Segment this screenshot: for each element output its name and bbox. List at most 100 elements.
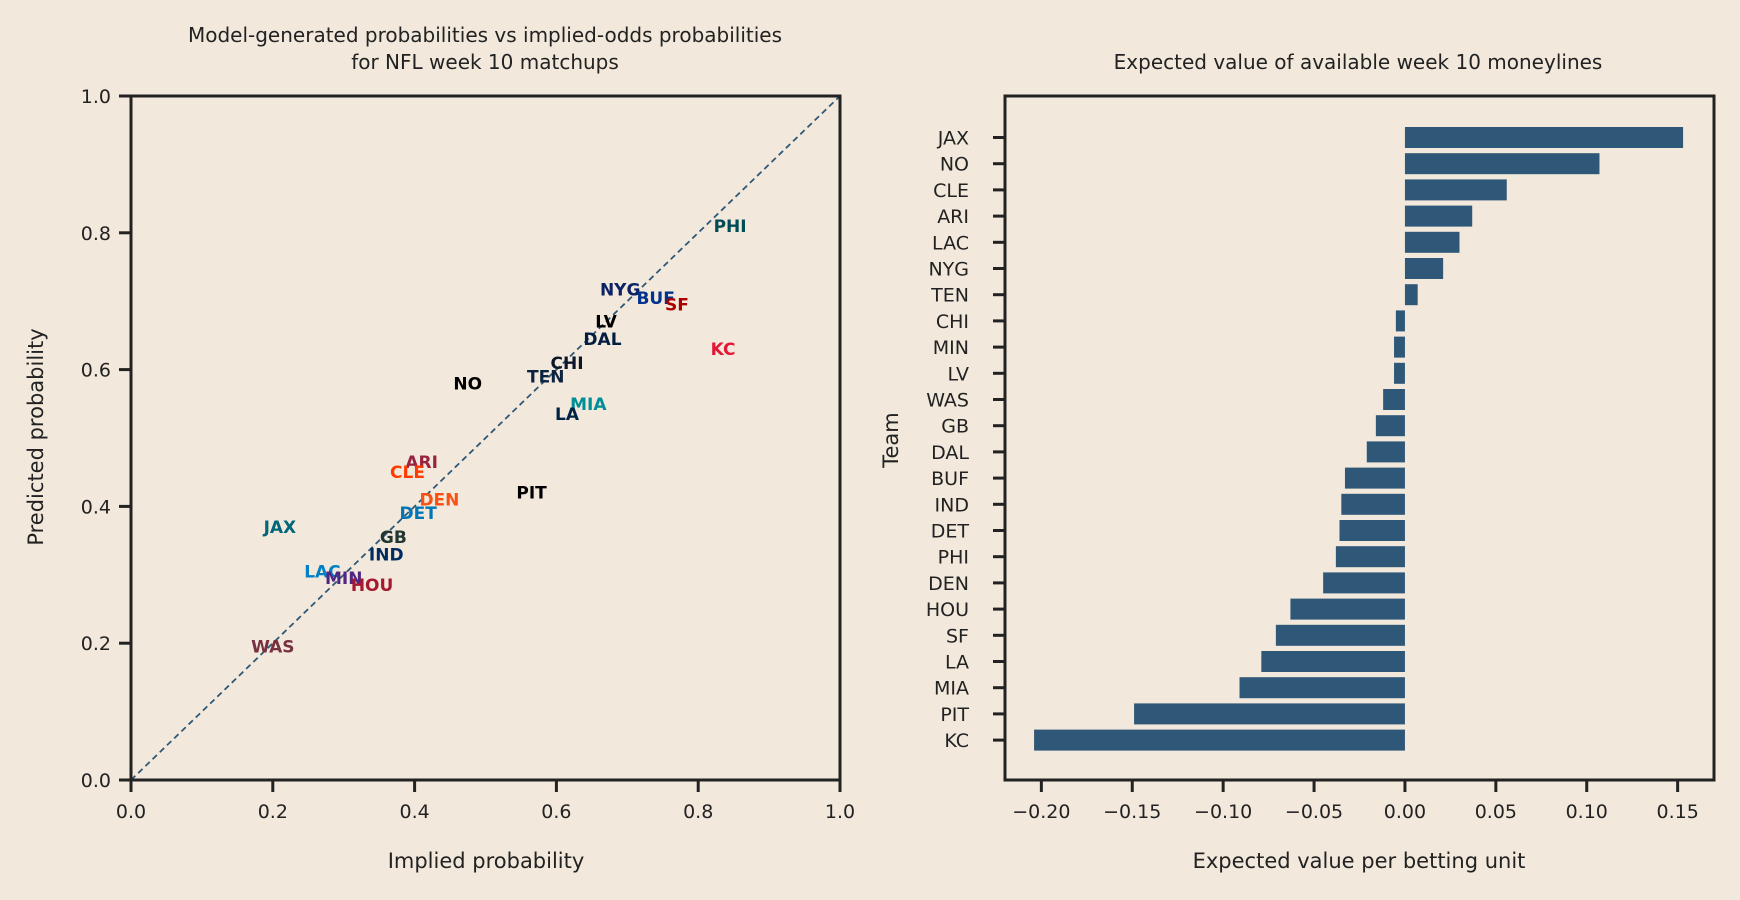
scatter-x-tick-label: 0.8 [683,801,713,823]
scatter-point-lv: LV [595,313,617,333]
scatter-y-tick-label: 0.2 [81,633,111,655]
bar-y-tick-label-den: DEN [928,573,969,595]
scatter-point-ari: ARI [405,453,438,473]
bar-y-axis-label: Team [879,412,903,469]
scatter-y-tick-label: 0.0 [81,770,111,792]
bar-y-tick-label-phi: PHI [938,547,969,569]
scatter-point-det: DET [399,504,437,524]
bar-mia [1239,677,1405,699]
scatter-panel: Model-generated probabilities vs implied… [24,23,855,873]
bar-y-tick-label-no: NO [940,154,969,176]
bar-y-tick-label-min: MIN [933,337,969,359]
bar-no [1404,153,1600,175]
bar-hou [1290,598,1405,620]
bar-x-tick-label: 0.05 [1475,801,1517,823]
bar-buf [1344,467,1405,489]
scatter-point-no: NO [453,374,482,394]
bar-phi [1335,546,1405,568]
scatter-x-tick-label: 0.6 [541,801,571,823]
bar-x-axis-label: Expected value per betting unit [1193,849,1526,873]
bar-cle [1404,179,1507,201]
bar-x-tick-label: 0.00 [1384,801,1426,823]
bar-y-tick-label-hou: HOU [926,599,969,621]
scatter-plot-frame [129,94,842,782]
bar-y-tick-label-ari: ARI [937,206,969,228]
scatter-x-tick-label: 0.0 [116,801,146,823]
scatter-title-line-2: for NFL week 10 matchups [351,50,619,74]
bar-dal [1366,441,1405,463]
bar-y-tick-label-la: LA [945,652,969,674]
bar-la [1261,651,1405,672]
bar-y-tick-label-was: WAS [926,390,969,412]
bar-x-tick-label: −0.10 [1194,801,1252,823]
scatter-point-min: MIN [325,569,362,589]
bar-det [1339,520,1405,541]
bar-ticks: −0.20 −0.15 −0.10 −0.05 0.00 0.05 0.10 0.15 JAX N… [926,128,1699,824]
bar-x-tick-label: −0.05 [1285,801,1343,823]
scatter-point-nyg: NYG [600,281,641,301]
scatter-x-tick-label: 1.0 [825,801,855,823]
bar-ind [1341,493,1405,515]
scatter-point-kc: KC [711,340,736,360]
bar-ten [1404,284,1418,306]
bar-panel: Expected value of available week 10 mone… [879,50,1716,873]
scatter-point-ind: IND [369,545,404,565]
scatter-point-jax: JAX [263,518,297,538]
bar-min [1394,336,1405,358]
bar-y-tick-label-pit: PIT [940,704,969,726]
bar-y-tick-label-jax: JAX [937,128,969,150]
scatter-point-cle: CLE [390,463,425,483]
bar-x-tick-label: −0.20 [1012,801,1070,823]
bar-x-tick-label: 0.10 [1566,801,1608,823]
bar-y-tick-label-buf: BUF [931,468,969,490]
bar-title: Expected value of available week 10 mone… [1114,50,1603,74]
scatter-point-gb: GB [380,528,407,548]
bar-y-tick-label-gb: GB [941,416,969,438]
scatter-point-pit: PIT [516,484,547,504]
scatter-point-la: LA [555,405,580,425]
scatter-y-tick-label: 0.6 [81,360,111,382]
scatter-title-line-1: Model-generated probabilities vs implied… [188,23,782,47]
bar-y-tick-label-nyg: NYG [928,259,969,281]
bar-y-tick-label-lv: LV [948,363,970,385]
bar-chi [1395,310,1405,332]
bar-nyg [1404,258,1444,279]
scatter-point-dal: DAL [583,330,621,350]
bar-y-tick-label-ind: IND [935,494,969,516]
scatter-reference-line [130,95,841,781]
bar-y-tick-label-sf: SF [946,625,969,647]
bar-y-tick-label-dal: DAL [931,442,969,464]
bar-was [1383,389,1405,410]
bar-x-tick-label: −0.15 [1103,801,1161,823]
bar-jax [1404,127,1684,148]
scatter-point-ten: TEN [527,367,564,387]
bar-ari [1404,205,1473,227]
scatter-y-axis-label: Predicted probability [24,328,48,545]
bar-pit [1134,703,1405,725]
bar-sf [1275,624,1405,646]
scatter-point-den: DEN [419,491,459,511]
bar-y-tick-label-lac: LAC [932,232,969,254]
bar-y-tick-label-cle: CLE [933,180,969,202]
bar-kc [1034,729,1405,751]
scatter-y-tick-label: 0.8 [81,223,111,245]
scatter-point-was: WAS [251,638,294,658]
scatter-ticks: 0.0 0.2 0.4 0.6 0.8 1.0 0.0 0.2 0.4 0.6 0.8 1.0 [81,86,855,823]
scatter-point-buf: BUF [636,289,674,309]
scatter-y-tick-label: 0.4 [81,496,111,518]
bar-x-tick-label: 0.15 [1656,801,1698,823]
scatter-point-lac: LAC [304,562,340,582]
scatter-point-chi: CHI [551,354,584,374]
scatter-point-sf: SF [665,296,689,316]
bar-y-tick-label-kc: KC [944,730,969,752]
bar-y-tick-label-chi: CHI [936,311,969,333]
scatter-x-tick-label: 0.2 [258,801,288,823]
bar-lv [1394,362,1405,384]
scatter-y-tick-label: 1.0 [81,86,111,108]
bar-y-tick-label-mia: MIA [934,678,969,700]
bar-y-tick-label-det: DET [931,521,970,543]
bar-y-tick-label-ten: TEN [930,285,969,307]
scatter-x-tick-label: 0.4 [399,801,429,823]
